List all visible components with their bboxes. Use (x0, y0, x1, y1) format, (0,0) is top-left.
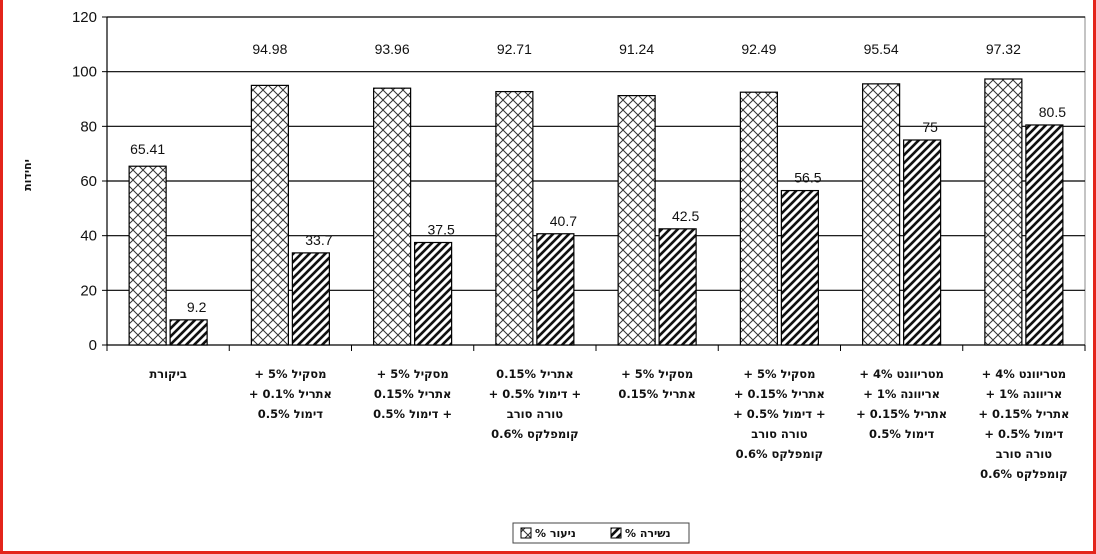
legend: % נשירה % ניעור (512, 522, 690, 544)
data-label: 93.96 (375, 41, 410, 57)
data-label: 92.49 (741, 41, 776, 57)
legend-swatch (610, 527, 622, 539)
category-label: אתריל 0.15% + (856, 407, 947, 421)
category-label: אתריל 0.1% + (249, 387, 332, 401)
bar-shaking (739, 91, 778, 346)
bars (128, 78, 1064, 346)
legend-box (512, 522, 690, 544)
data-label: 75 (922, 119, 938, 135)
bar-shedding (780, 189, 819, 346)
data-label: 80.5 (1039, 104, 1066, 120)
data-label: 95.54 (864, 41, 899, 57)
bar-shedding (291, 252, 330, 346)
y-tick-label: 120 (72, 9, 97, 26)
category-label: מטריוונט 4% + (982, 367, 1067, 381)
bar-shedding (536, 233, 575, 346)
category-label: קומפלקס 0.6% (980, 467, 1067, 481)
bar-shedding (414, 241, 453, 346)
category-label: מסקיל 5% + (254, 367, 326, 381)
legend-label: % ניעור (535, 527, 576, 540)
data-label: 56.5 (794, 170, 821, 186)
data-label: 92.71 (497, 41, 532, 57)
legend-swatch (520, 527, 532, 539)
category-label: דימול 0.5% + (984, 427, 1063, 441)
bar-shaking (862, 83, 901, 346)
data-label: 97.32 (986, 41, 1021, 57)
data-labels: 65.41 9.2 94.98 33.7 93.96 37.5 92.71 40.7 91.24… (130, 41, 1066, 315)
category-label: מטריוונט 4% + (859, 367, 944, 381)
bar-chart: 0 20 40 60 80 100 120 65.41 9.2 94.98 33.7 93.96 37… (21, 9, 1086, 544)
category-label: מסקיל 5% + (377, 367, 449, 381)
category-label: ביקורת (149, 367, 187, 381)
y-tick-label: 60 (80, 173, 97, 190)
category-labels: ביקורת מסקיל 5% + אתריל 0.1% + דימול 0.5% מס… (149, 367, 1069, 481)
y-tick-label: 20 (80, 282, 97, 299)
bar-shaking (250, 84, 289, 346)
data-label: 37.5 (428, 222, 455, 238)
bar-shaking (128, 165, 167, 346)
data-label: 40.7 (550, 213, 577, 229)
category-label: + דימול 0.5% + (733, 407, 826, 421)
y-tick-label: 80 (80, 118, 97, 135)
category-label: דימול 0.5% (869, 427, 935, 441)
category-label: אתריל 0.15% (618, 387, 695, 401)
category-label: אריוונה 1% + (985, 387, 1062, 401)
data-label: 91.24 (619, 41, 654, 57)
bar-shaking (617, 95, 656, 346)
bar-shedding (903, 139, 942, 346)
data-label: 9.2 (187, 299, 207, 315)
bar-shedding (658, 228, 697, 346)
category-label: אריוונה 1% + (863, 387, 940, 401)
category-label: אתריל 0.15% + (978, 407, 1069, 421)
y-tick-label: 40 (80, 228, 97, 245)
y-axis-label: יחידות (21, 159, 34, 191)
data-label: 33.7 (305, 232, 332, 248)
y-tick-label: 0 (89, 337, 97, 354)
category-label: אתריל 0.15% (374, 387, 451, 401)
category-label: אתריל 0.15% + (734, 387, 825, 401)
category-label: אתריל 0.15% (496, 367, 573, 381)
category-label: + דימול 0.5% (373, 407, 452, 421)
y-tick-label: 100 (72, 64, 97, 81)
category-label: דימול 0.5% (258, 407, 324, 421)
category-label: מסקיל 5% + (743, 367, 815, 381)
bar-shedding (1025, 124, 1064, 346)
category-label: טורה סורב (996, 447, 1052, 461)
data-label: 94.98 (252, 41, 287, 57)
category-label: קומפלקס 0.6% (736, 447, 823, 461)
category-label: טורה סורב (751, 427, 807, 441)
bar-shaking (495, 90, 534, 346)
legend-label: % נשירה (625, 527, 671, 540)
category-label: מסקיל 5% + (621, 367, 693, 381)
data-label: 42.5 (672, 208, 699, 224)
bar-shaking (984, 78, 1023, 346)
category-label: טורה סורב (507, 407, 563, 421)
bar-shedding (169, 319, 208, 346)
category-label: + דימול 0.5% + (489, 387, 582, 401)
data-label: 65.41 (130, 141, 165, 157)
category-label: קומפלקס 0.6% (491, 427, 578, 441)
bar-shaking (373, 87, 412, 346)
